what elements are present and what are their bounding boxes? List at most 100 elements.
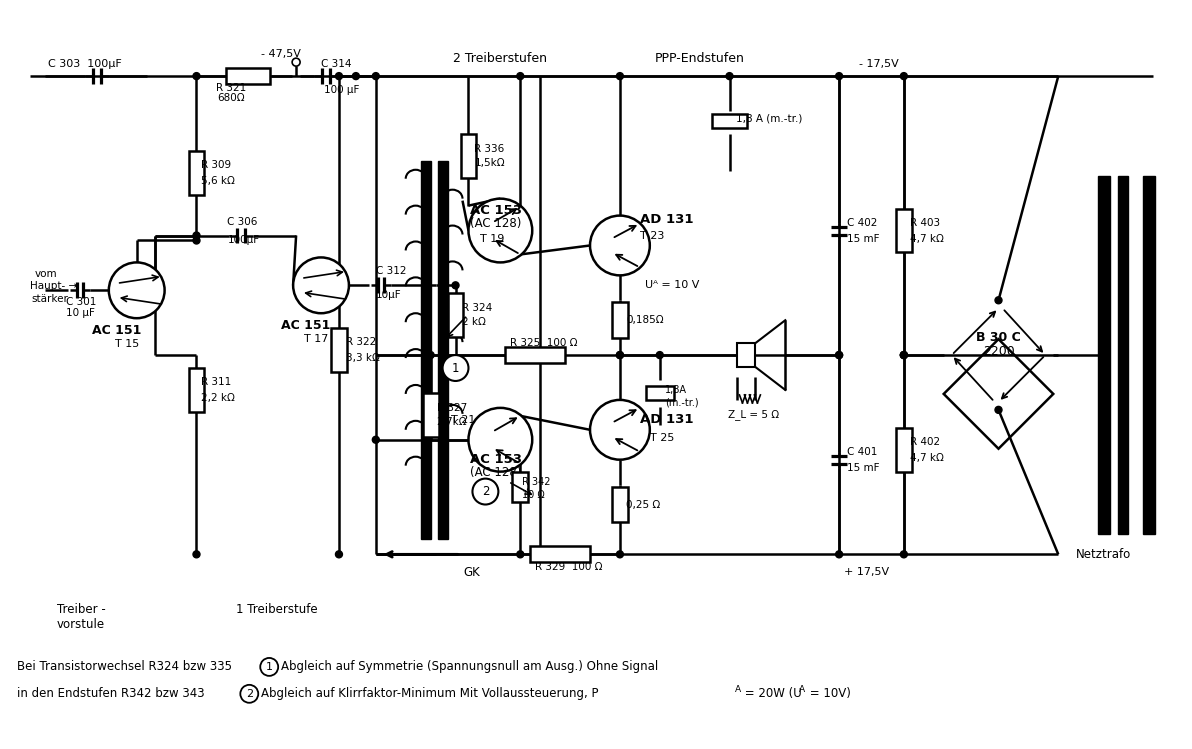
- Text: C 312: C 312: [375, 267, 406, 276]
- Circle shape: [900, 351, 907, 359]
- Bar: [447, 294, 464, 337]
- Circle shape: [590, 400, 650, 460]
- Bar: [611, 487, 628, 523]
- Bar: [505, 347, 565, 363]
- Text: 15 mF: 15 mF: [848, 234, 880, 243]
- Bar: [188, 368, 205, 412]
- Text: C 314: C 314: [321, 59, 352, 69]
- Bar: [460, 134, 477, 178]
- Text: 3,3 kΩ: 3,3 kΩ: [346, 353, 380, 363]
- Circle shape: [292, 58, 300, 66]
- Text: R 311: R 311: [201, 377, 231, 387]
- Text: + 17,5V: + 17,5V: [844, 567, 889, 577]
- Circle shape: [836, 73, 843, 79]
- Text: R 342: R 342: [522, 476, 551, 487]
- Text: R 325  100 Ω: R 325 100 Ω: [510, 338, 578, 348]
- Circle shape: [900, 551, 907, 558]
- Circle shape: [616, 351, 623, 359]
- Text: Netztrafo: Netztrafo: [1075, 548, 1131, 561]
- Text: 2: 2: [246, 689, 253, 699]
- Circle shape: [468, 408, 533, 472]
- Text: C 306: C 306: [228, 216, 257, 226]
- Text: Abgleich auf Klirrfaktor-Minimum Mit Vollaussteuerung, P: Abgleich auf Klirrfaktor-Minimum Mit Vol…: [261, 688, 598, 700]
- Text: 4,7 kΩ: 4,7 kΩ: [909, 452, 944, 463]
- Text: 0,25 Ω: 0,25 Ω: [626, 500, 660, 509]
- Text: AD 131: AD 131: [640, 413, 694, 426]
- Text: R 336: R 336: [474, 144, 504, 154]
- Text: 0,185Ω: 0,185Ω: [626, 315, 664, 325]
- Text: 680Ω: 680Ω: [218, 93, 246, 103]
- Text: 5,6 kΩ: 5,6 kΩ: [201, 176, 235, 186]
- Circle shape: [260, 658, 278, 676]
- Text: C 303  100µF: C 303 100µF: [48, 59, 122, 69]
- Bar: [421, 161, 430, 539]
- Circle shape: [726, 73, 733, 79]
- Circle shape: [293, 258, 349, 313]
- Text: (m.-tr.): (m.-tr.): [665, 398, 699, 408]
- Text: vom: vom: [35, 270, 57, 279]
- Text: R 329  100 Ω: R 329 100 Ω: [535, 562, 603, 572]
- Text: 2200: 2200: [982, 345, 1014, 357]
- Circle shape: [452, 282, 459, 289]
- Circle shape: [472, 479, 498, 505]
- Text: Haupt- →: Haupt- →: [30, 282, 77, 291]
- Text: Bei Transistorwechsel R324 bzw 335: Bei Transistorwechsel R324 bzw 335: [17, 661, 232, 673]
- Text: AC 153: AC 153: [471, 453, 522, 466]
- Text: = 10V): = 10V): [806, 688, 851, 700]
- Circle shape: [372, 436, 379, 443]
- Circle shape: [372, 73, 379, 79]
- Bar: [226, 68, 271, 84]
- Text: T 21: T 21: [451, 415, 474, 425]
- Text: = 20W (U: = 20W (U: [741, 688, 802, 700]
- Text: R 324: R 324: [461, 303, 492, 313]
- Text: 15 mF: 15 mF: [848, 463, 880, 473]
- Circle shape: [353, 73, 359, 79]
- Text: C 301: C 301: [66, 297, 97, 307]
- Circle shape: [995, 297, 1002, 304]
- Text: 1 Treiberstufe: 1 Treiberstufe: [236, 603, 318, 616]
- Text: 2 Treiberstufen: 2 Treiberstufen: [453, 52, 547, 64]
- Circle shape: [836, 351, 843, 359]
- Text: 1: 1: [452, 362, 459, 374]
- Text: vorstule: vorstule: [57, 618, 105, 631]
- Text: 4,7 kΩ: 4,7 kΩ: [909, 234, 944, 243]
- Text: GK: GK: [464, 565, 480, 579]
- Bar: [1118, 176, 1128, 534]
- Text: AC 151: AC 151: [281, 318, 330, 332]
- Circle shape: [193, 73, 200, 79]
- Text: in den Endstufen R342 bzw 343: in den Endstufen R342 bzw 343: [17, 688, 205, 700]
- Text: C 401: C 401: [848, 446, 877, 457]
- Circle shape: [616, 73, 623, 79]
- Text: - 17,5V: - 17,5V: [859, 59, 899, 69]
- Circle shape: [241, 685, 259, 703]
- Text: 100 µF: 100 µF: [324, 85, 359, 95]
- Text: R 321: R 321: [216, 83, 247, 93]
- Bar: [1143, 176, 1155, 534]
- Bar: [738, 343, 756, 367]
- Text: AC 153: AC 153: [471, 204, 522, 217]
- Bar: [712, 114, 747, 128]
- Circle shape: [836, 551, 843, 558]
- Circle shape: [836, 351, 843, 359]
- Circle shape: [616, 551, 623, 558]
- Bar: [513, 472, 528, 502]
- Text: 1,5kΩ: 1,5kΩ: [474, 158, 505, 168]
- Text: PPP-Endstufen: PPP-Endstufen: [654, 52, 745, 64]
- Bar: [331, 328, 347, 372]
- Circle shape: [900, 351, 907, 359]
- Bar: [611, 303, 628, 338]
- Circle shape: [193, 232, 200, 239]
- Circle shape: [900, 351, 907, 359]
- Text: Z_L = 5 Ω: Z_L = 5 Ω: [727, 410, 778, 420]
- Text: 100µF: 100µF: [228, 235, 260, 246]
- Text: 1,8A: 1,8A: [665, 385, 687, 395]
- Circle shape: [335, 551, 342, 558]
- Text: (AC 128): (AC 128): [471, 217, 522, 230]
- Text: 2,2 kΩ: 2,2 kΩ: [201, 393, 235, 403]
- Circle shape: [108, 262, 164, 318]
- Circle shape: [995, 407, 1002, 413]
- Bar: [530, 546, 590, 562]
- Text: T 19: T 19: [480, 234, 504, 243]
- Text: A: A: [734, 685, 740, 694]
- Text: - 47,5V: - 47,5V: [261, 49, 302, 59]
